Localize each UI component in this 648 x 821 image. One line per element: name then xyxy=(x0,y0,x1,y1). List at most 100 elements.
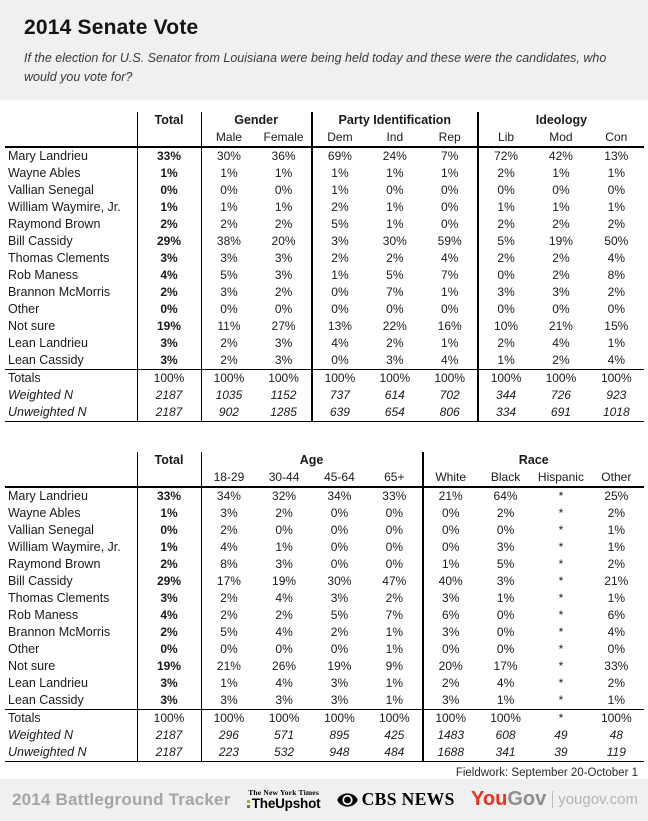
value-cell: 3% xyxy=(330,590,349,605)
value-cell: 0% xyxy=(386,182,404,197)
value-cell: 2% xyxy=(607,505,625,520)
value-cell: 1688 xyxy=(421,743,478,762)
value-cell: 2% xyxy=(607,216,625,231)
value-cell: 1% xyxy=(385,675,403,690)
value-cell: 5% xyxy=(310,215,368,233)
value-cell: * xyxy=(558,590,564,605)
value-cell: 895 xyxy=(329,727,350,742)
value-cell: 2% xyxy=(607,675,625,690)
value-cell: 1% xyxy=(607,335,625,350)
total-cell: 29% xyxy=(136,572,201,590)
page-title: 2014 Senate Vote xyxy=(24,16,199,39)
value-cell: 341 xyxy=(477,743,534,762)
value-cell: 30% xyxy=(327,573,352,588)
candidate-row: Lean Landrieu 3% 2% 3% 4% 2% 1% 2% 4% 1% xyxy=(5,334,644,352)
column-header: Hispanic xyxy=(533,468,589,488)
row-label: Weighted N xyxy=(8,727,74,742)
value-cell: * xyxy=(558,573,564,588)
value-cell: 654 xyxy=(367,403,423,422)
column-header: Con xyxy=(588,128,644,148)
value-cell: 223 xyxy=(200,743,257,762)
row-label: Raymond Brown xyxy=(8,216,101,231)
value-cell: 1% xyxy=(607,165,625,180)
group-header: Gender xyxy=(200,111,312,129)
row-label: Unweighted N xyxy=(5,403,137,422)
row-label: Vallian Senegal xyxy=(8,182,94,197)
value-cell: 69% xyxy=(310,146,368,165)
value-cell: 0% xyxy=(310,351,368,370)
value-cell: 0% xyxy=(200,640,257,658)
value-cell: 25% xyxy=(604,488,629,503)
column-header: 65+ xyxy=(367,468,423,488)
row-label: Lean Landrieu xyxy=(8,675,88,690)
candidate-row: Wayne Ables 1% 1% 1% 1% 1% 1% 2% 1% 1% xyxy=(5,164,644,182)
candidate-row: Thomas Clements 3% 3% 3% 2% 2% 4% 2% 2% 4% xyxy=(5,249,644,267)
value-cell: 19% xyxy=(548,233,573,248)
value-cell: 59% xyxy=(437,233,462,248)
value-cell: 0% xyxy=(274,182,293,197)
value-cell: 3% xyxy=(310,232,368,250)
value-cell: 2% xyxy=(200,606,257,624)
candidate-row: Rob Maness 4% 5% 3% 1% 5% 7% 0% 2% 8% xyxy=(5,266,644,284)
value-cell: 1% xyxy=(385,641,403,656)
value-cell: 15% xyxy=(604,318,629,333)
value-cell: 571 xyxy=(274,727,295,742)
value-cell: 1% xyxy=(607,692,625,707)
total-cell: 1% xyxy=(136,538,201,556)
value-cell: 1% xyxy=(607,199,625,214)
value-cell: 3% xyxy=(386,352,404,367)
value-cell: 296 xyxy=(200,726,257,744)
value-cell: 39 xyxy=(533,743,589,762)
value-cell: 100% xyxy=(311,708,368,727)
value-cell: 608 xyxy=(495,727,516,742)
value-cell: 17% xyxy=(493,658,518,673)
value-cell: 1483 xyxy=(421,726,478,744)
totals-row: Totals 100% 100% 100% 100% 100% 100% 100% * 100% xyxy=(5,708,644,727)
value-cell: * xyxy=(533,708,589,727)
value-cell: 33% xyxy=(382,488,407,503)
value-cell: 5% xyxy=(476,232,534,250)
value-cell: 726 xyxy=(550,387,571,402)
value-cell: 1% xyxy=(386,199,404,214)
value-cell: 1% xyxy=(496,590,515,605)
crosstab-gender-party-ideology: Total Gender Party Identification Ideology M… xyxy=(5,111,644,422)
value-cell: 72% xyxy=(476,146,534,165)
candidate-row: Lean Landrieu 3% 1% 4% 3% 1% 2% 4% * 2% xyxy=(5,674,644,692)
value-cell: 1285 xyxy=(256,403,312,422)
column-header: Black xyxy=(477,468,534,488)
candidate-row: Mary Landrieu 33% 34% 32% 34% 33% 21% 64% * 25% xyxy=(5,486,644,505)
column-header: Female xyxy=(256,128,312,148)
value-cell: 47% xyxy=(382,573,407,588)
value-cell: 1% xyxy=(607,539,625,554)
value-cell: 100% xyxy=(477,708,534,727)
value-cell: 2% xyxy=(552,216,570,231)
row-label: Not sure xyxy=(8,658,56,673)
total-cell: 0% xyxy=(136,181,201,199)
column-header: Ind xyxy=(367,128,423,148)
yougov-you-text: You xyxy=(471,788,508,811)
group-header-row: Total Gender Party Identification Ideology xyxy=(5,111,644,148)
value-cell: * xyxy=(558,624,564,639)
yougov-domain-text: yougov.com xyxy=(558,791,638,809)
value-cell: * xyxy=(558,522,564,537)
row-label: Wayne Ables xyxy=(8,165,81,180)
candidate-row: Other 0% 0% 0% 0% 0% 0% 0% 0% 0% xyxy=(5,300,644,318)
total-cell: 0% xyxy=(136,300,201,318)
value-cell: 1% xyxy=(274,199,293,214)
value-cell: 902 xyxy=(200,403,257,422)
value-cell: 1% xyxy=(607,590,625,605)
weighted-n-row: Weighted N 2187 296 571 895 425 1483 608 49 48 xyxy=(5,726,644,744)
value-cell: 3% xyxy=(421,589,478,607)
value-cell: 2% xyxy=(476,334,534,352)
value-cell: 1% xyxy=(476,198,534,216)
value-cell: 0% xyxy=(421,521,478,539)
value-cell: * xyxy=(558,692,564,707)
value-cell: 4% xyxy=(200,538,257,556)
value-cell: 1% xyxy=(607,522,625,537)
candidate-row: Wayne Ables 1% 3% 2% 0% 0% 0% 2% * 2% xyxy=(5,504,644,522)
value-cell: 0% xyxy=(330,539,349,554)
row-label: Vallian Senegal xyxy=(8,522,94,537)
row-label: Thomas Clements xyxy=(8,250,110,265)
row-label: William Waymire, Jr. xyxy=(8,199,121,214)
value-cell: 48 xyxy=(609,727,623,742)
